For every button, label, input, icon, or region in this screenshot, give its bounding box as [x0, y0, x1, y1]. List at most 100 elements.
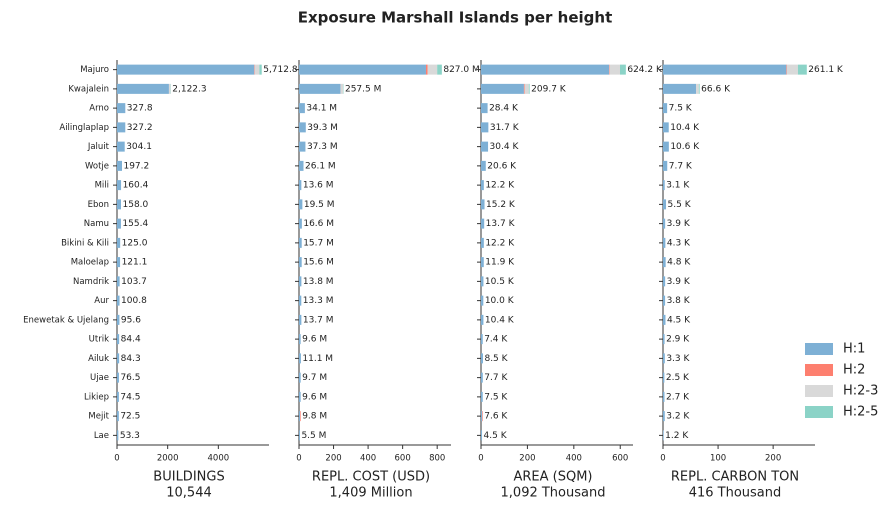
data-label: 11.9 K	[485, 258, 515, 268]
bar-segment	[299, 199, 303, 210]
bar-segment	[299, 353, 301, 364]
bar-segment	[663, 218, 666, 229]
data-label: 2.9 K	[666, 335, 690, 345]
legend-label: H:2-3	[843, 384, 878, 399]
data-label: 15.2 K	[486, 200, 516, 210]
x-axis-label: AREA (SQM)	[513, 470, 592, 485]
data-label: 5.5 K	[668, 200, 692, 210]
data-label: 1.2 K	[665, 431, 689, 441]
bar-segment	[481, 411, 483, 422]
bar-segment	[117, 160, 122, 171]
data-label: 20.6 K	[487, 161, 517, 171]
bar-segment	[117, 411, 119, 422]
bar-segment	[482, 411, 483, 422]
bar-segment	[299, 64, 426, 75]
data-label: 7.6 K	[484, 412, 508, 422]
y-tick-label: Mejit	[88, 412, 109, 422]
bar-segment	[117, 276, 120, 287]
bar-segment	[254, 64, 255, 75]
data-label: 9.7 M	[302, 373, 327, 383]
bar-segment	[663, 160, 668, 171]
x-tick-label: 200	[765, 454, 781, 464]
bar-segment	[299, 372, 301, 383]
bar-segment	[663, 334, 665, 345]
data-label: 13.7 M	[303, 315, 334, 325]
bar-segment	[168, 83, 171, 94]
bar-segment	[299, 411, 301, 422]
x-tick-label: 400	[360, 454, 376, 464]
y-tick-label: Utrik	[89, 335, 109, 345]
x-axis-total: 1,092 Thousand	[501, 486, 606, 501]
bar-segment	[481, 430, 483, 441]
data-label: 7.4 K	[484, 335, 508, 345]
data-label: 261.1 K	[808, 65, 844, 75]
bar-segment	[481, 160, 486, 171]
data-label: 10.5 K	[485, 277, 515, 287]
data-label: 5,712.8	[263, 65, 298, 75]
x-tick-label: 800	[429, 454, 445, 464]
bar-segment	[117, 83, 169, 94]
bar-segment	[117, 218, 121, 229]
bar-segment	[299, 430, 300, 441]
bar-segment	[481, 372, 483, 383]
bar-segment	[663, 103, 668, 114]
data-label: 7.5 K	[669, 104, 693, 114]
bar-segment	[523, 83, 525, 94]
bar-segment	[117, 257, 121, 268]
bar-segment	[481, 141, 489, 152]
x-tick-label: 0	[114, 454, 119, 464]
data-label: 13.3 M	[303, 296, 334, 306]
data-label: 2,122.3	[172, 84, 206, 94]
bar-segment	[663, 430, 664, 441]
data-label: 31.7 K	[490, 123, 520, 133]
legend-swatch	[805, 364, 833, 376]
x-tick-label: 100	[710, 454, 726, 464]
bar-segment	[481, 122, 489, 133]
bar-segment	[663, 411, 665, 422]
data-label: 7.7 K	[669, 161, 693, 171]
bar-segment	[481, 199, 485, 210]
data-label: 76.5	[120, 373, 140, 383]
bar-segment	[254, 64, 260, 75]
data-label: 10.0 K	[485, 296, 515, 306]
bar-segment	[663, 237, 666, 248]
data-label: 100.8	[121, 296, 147, 306]
legend-swatch	[805, 385, 833, 397]
data-label: 16.6 M	[303, 219, 334, 229]
bar-segment	[117, 295, 120, 306]
bar-segment	[299, 141, 306, 152]
bar-segment	[117, 180, 122, 191]
bar-segment	[117, 353, 120, 364]
bar-segment	[299, 160, 304, 171]
data-label: 19.5 M	[304, 200, 335, 210]
data-label: 74.5	[120, 392, 140, 402]
data-label: 4.3 K	[667, 238, 691, 248]
data-label: 209.7 K	[531, 84, 567, 94]
legend-label: H:2	[843, 363, 865, 378]
y-tick-label: Wotje	[85, 161, 109, 171]
y-tick-label: Ailuk	[88, 354, 109, 364]
data-label: 4.8 K	[667, 258, 691, 268]
bar-segment	[663, 141, 669, 152]
data-label: 26.1 M	[305, 161, 336, 171]
data-label: 84.3	[121, 354, 141, 364]
bar-segment	[663, 180, 665, 191]
y-tick-label: Kwajalein	[68, 84, 109, 94]
data-label: 10.6 K	[670, 142, 700, 152]
data-label: 4.5 K	[667, 315, 691, 325]
bar-segment	[481, 83, 524, 94]
data-label: 72.5	[120, 412, 140, 422]
bar-segment	[425, 64, 428, 75]
x-tick-label: 200	[325, 454, 341, 464]
y-tick-label: Jaluit	[87, 142, 110, 152]
bar-segment	[663, 199, 667, 210]
bar-segment	[481, 257, 484, 268]
y-tick-label: Aur	[94, 296, 109, 306]
bar-segment	[524, 83, 529, 94]
bar-segment	[299, 314, 302, 325]
bar-segment	[481, 334, 483, 345]
bar-segment	[481, 276, 484, 287]
data-label: 8.5 K	[484, 354, 508, 364]
data-label: 197.2	[123, 161, 149, 171]
y-tick-label: Likiep	[84, 392, 109, 402]
